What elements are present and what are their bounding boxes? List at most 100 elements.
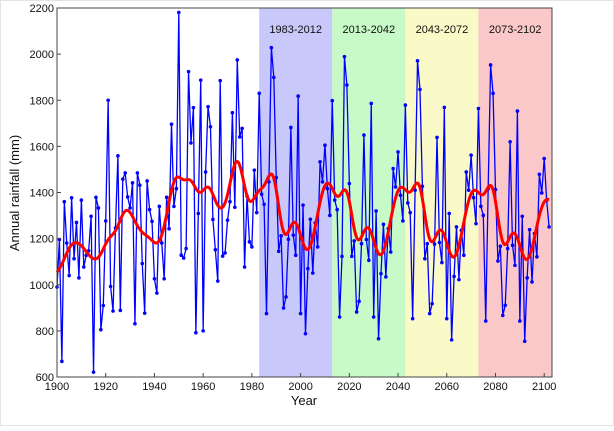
rainfall-point bbox=[466, 188, 471, 192]
rainfall-point bbox=[69, 196, 74, 200]
y-tick-label: 2200 bbox=[30, 3, 54, 15]
rainfall-point bbox=[60, 359, 64, 364]
rainfall-point bbox=[120, 177, 125, 181]
rainfall-point bbox=[167, 226, 171, 231]
rainfall-point bbox=[72, 256, 76, 261]
rainfall-point bbox=[99, 327, 103, 332]
rainfall-point bbox=[479, 204, 483, 209]
rainfall-point bbox=[298, 311, 303, 316]
y-tick-label: 1000 bbox=[30, 280, 54, 292]
rainfall-point bbox=[384, 275, 388, 279]
rainfall-point bbox=[347, 181, 352, 186]
rainfall-point bbox=[191, 105, 196, 110]
x-tick-label: 1960 bbox=[191, 381, 215, 393]
rainfall-point bbox=[272, 75, 276, 80]
rainfall-point bbox=[432, 242, 437, 246]
rainfall-point bbox=[401, 219, 405, 223]
annual-rainfall-series bbox=[55, 10, 551, 374]
rainfall-point bbox=[218, 78, 223, 83]
x-tick-label: 1940 bbox=[142, 381, 166, 393]
band-2043-2072 bbox=[405, 8, 479, 377]
rainfall-point bbox=[408, 210, 413, 215]
rainfall-point bbox=[306, 266, 310, 271]
rainfall-point bbox=[142, 311, 147, 315]
rainfall-point bbox=[211, 217, 215, 222]
rainfall-point bbox=[106, 98, 110, 103]
rainfall-point bbox=[225, 218, 230, 222]
rainfall-point bbox=[269, 45, 274, 50]
rainfall-point bbox=[194, 330, 198, 335]
smoothed-trend-line bbox=[55, 159, 550, 274]
x-axis-title: Year bbox=[291, 393, 318, 408]
y-tick-label: 1600 bbox=[30, 141, 54, 153]
band-label: 2043-2072 bbox=[416, 24, 469, 36]
x-tick-label: 2080 bbox=[483, 381, 507, 393]
rainfall-point bbox=[427, 311, 432, 316]
smoothed-trend-series bbox=[55, 159, 550, 274]
rainfall-point bbox=[233, 205, 237, 210]
rainfall-point bbox=[293, 253, 298, 258]
rainfall-point bbox=[308, 217, 313, 222]
rainfall-point bbox=[405, 201, 410, 205]
rainfall-point bbox=[515, 109, 520, 113]
rainfall-point bbox=[403, 103, 408, 107]
rainfall-point bbox=[444, 316, 449, 321]
rainfall-point bbox=[342, 54, 347, 59]
rainfall-point bbox=[262, 202, 266, 207]
rainfall-point bbox=[471, 195, 476, 200]
rainfall-point bbox=[286, 237, 291, 242]
rainfall-point bbox=[457, 277, 461, 282]
rainfall-point bbox=[328, 213, 332, 218]
rainfall-point bbox=[79, 198, 84, 202]
rainfall-point bbox=[520, 214, 525, 219]
rainfall-point bbox=[162, 276, 166, 281]
rainfall-point bbox=[125, 195, 130, 199]
rainfall-point bbox=[410, 316, 415, 321]
rainfall-point bbox=[376, 336, 381, 341]
rainfall-point bbox=[91, 370, 96, 374]
rainfall-point bbox=[430, 301, 434, 306]
rainfall-point bbox=[189, 141, 193, 145]
rainfall-point bbox=[420, 184, 425, 189]
rainfall-point bbox=[203, 170, 208, 174]
rainfall-point bbox=[491, 91, 495, 96]
rainfall-point bbox=[252, 168, 257, 172]
rainfall-point bbox=[279, 234, 283, 238]
y-tick-label: 2000 bbox=[30, 49, 54, 61]
rainfall-point bbox=[530, 280, 534, 284]
y-tick-label: 600 bbox=[36, 372, 54, 384]
rainfall-point bbox=[337, 315, 342, 319]
rainfall-point bbox=[440, 260, 444, 265]
rainfall-point bbox=[264, 311, 269, 316]
rainfall-point bbox=[123, 171, 128, 175]
x-tick-label: 2100 bbox=[532, 381, 556, 393]
rainfall-point bbox=[513, 263, 517, 268]
rainfall-point bbox=[150, 219, 154, 224]
rainfall-point bbox=[437, 240, 442, 245]
rainfall-point bbox=[130, 181, 135, 185]
rainfall-point bbox=[186, 69, 191, 74]
rainfall-point bbox=[379, 271, 383, 276]
rainfall-point bbox=[349, 254, 354, 259]
rainfall-point bbox=[201, 329, 205, 333]
rainfall-point bbox=[527, 227, 532, 232]
x-tick-label: 2020 bbox=[337, 381, 361, 393]
rainfall-point bbox=[215, 279, 220, 283]
rainfall-point bbox=[388, 250, 393, 254]
y-tick-label: 1400 bbox=[30, 188, 54, 200]
rainfall-point bbox=[254, 210, 259, 215]
rainfall-point bbox=[423, 256, 427, 261]
rainfall-point bbox=[181, 256, 186, 260]
x-tick-label: 2000 bbox=[288, 381, 312, 393]
period-bands: 1983-2012 2013-2042 2043-2072 2073-2102 bbox=[259, 8, 552, 377]
rainfall-point bbox=[381, 222, 386, 227]
y-tick-label: 1200 bbox=[30, 234, 54, 246]
rainfall-point bbox=[539, 191, 544, 195]
rainfall-point bbox=[138, 183, 142, 187]
rainfall-point bbox=[116, 154, 120, 158]
rainfall-point bbox=[398, 193, 403, 198]
x-tick-label: 2060 bbox=[435, 381, 459, 393]
band-label: 2013-2042 bbox=[343, 24, 396, 36]
rainfall-point bbox=[276, 249, 281, 254]
x-axis: 1900 1920 1940 1960 1980 2000 2020 2040 2060 2080… bbox=[45, 373, 556, 393]
